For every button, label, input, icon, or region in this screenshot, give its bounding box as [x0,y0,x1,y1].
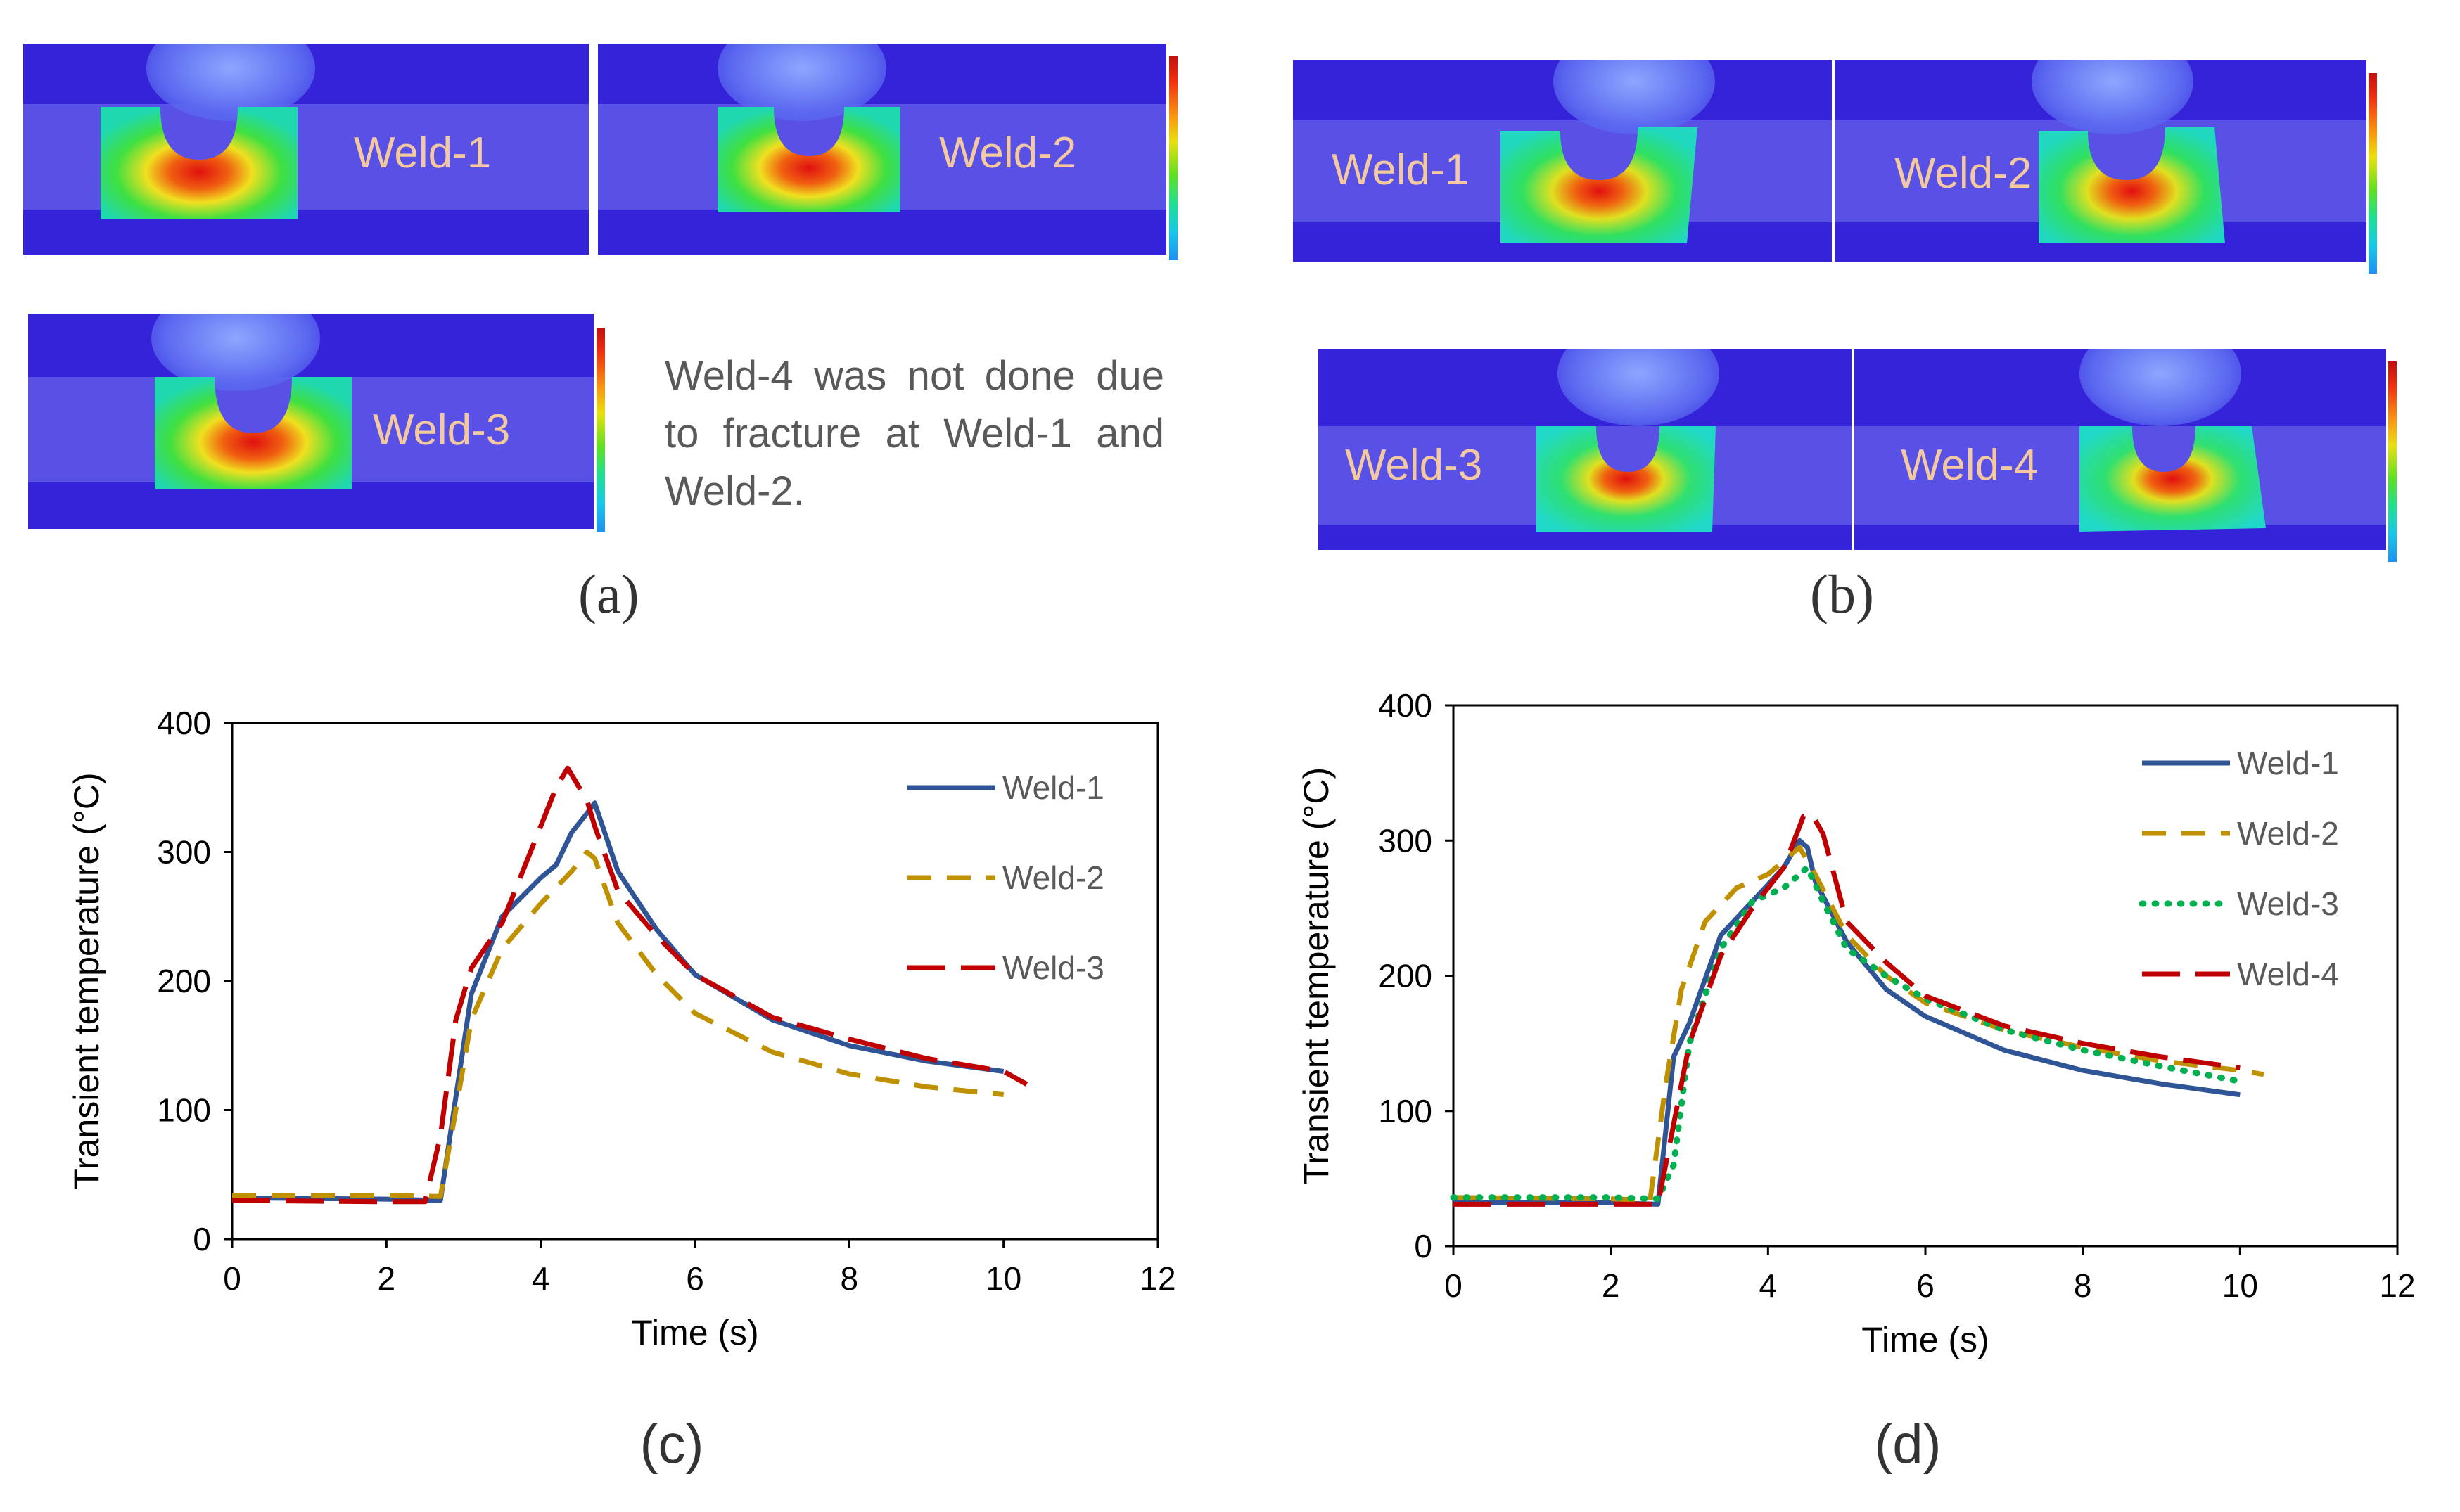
b-weld1-hot-zone [1500,127,1697,243]
x-tick-label: 10 [986,1260,1021,1297]
x-axis-label: Time (s) [1861,1320,1989,1359]
weld-label: Weld-1 [354,129,492,177]
x-tick-label: 10 [2222,1267,2258,1304]
y-tick-label: 100 [1378,1093,1432,1129]
temperature-scale-ticks [1180,55,1202,266]
x-tick-label: 2 [1602,1267,1620,1304]
x-tick-label: 4 [1759,1267,1778,1304]
thermal-image-b-weld2: Weld-2 [1835,60,2366,262]
b-weld4-hot-zone [2079,426,2266,532]
thermal-image-a-weld1: Weld-1 [23,44,589,255]
temperature-scale-bar [2388,361,2397,562]
panel-letter-a: (a) [578,563,639,624]
temperature-scale-bar [2369,73,2377,274]
panel-letter-c: (c) [640,1413,704,1475]
legend-label: Weld-3 [1002,949,1104,986]
y-axis-label: Transient temperature (°C) [1296,767,1336,1184]
series-line-weld-1 [231,800,1005,1203]
y-tick-label: 0 [193,1221,211,1257]
legend-label: Weld-1 [2237,745,2339,781]
series-line-weld-1 [1453,838,2241,1207]
weld1-hot-zone [101,107,298,219]
y-tick-label: 200 [157,963,211,999]
series-line-weld-3 [1450,864,2243,1203]
y-tick-label: 300 [1378,822,1432,859]
x-tick-label: 12 [1140,1260,1175,1297]
x-tick-label: 6 [686,1260,704,1297]
x-tick-label: 6 [1916,1267,1935,1304]
x-tick-label: 0 [223,1260,241,1297]
weld2-hot-zone [718,107,900,212]
y-tick-label: 300 [157,834,211,871]
weld-label: Weld-1 [1332,146,1470,194]
series-line-weld-4 [1453,811,2241,1207]
x-tick-label: 0 [1444,1267,1462,1304]
weld-label: Weld-4 [1901,441,2039,489]
legend-label: Weld-4 [2237,956,2339,992]
weld-label: Weld-2 [1894,149,2032,198]
y-tick-label: 400 [1378,687,1432,724]
series-line-weld-2 [1453,845,2264,1203]
weld3-hot-zone [155,377,352,489]
series-line-weld-2 [232,850,1005,1199]
panel-letter-b: (b) [1810,563,1874,624]
legend-label: Weld-1 [1002,769,1104,806]
x-tick-label: 8 [841,1260,859,1297]
temperature-scale-bar [1169,56,1178,260]
x-axis-label: Time (s) [631,1313,758,1352]
x-tick-label: 2 [378,1260,396,1297]
b-weld2-hot-zone [2039,127,2225,243]
legend-label: Weld-3 [2237,885,2339,922]
weld-label: Weld-3 [1345,441,1483,489]
thermal-image-b-weld3: Weld-3 [1318,349,1852,550]
y-axis-label: Transient temperature (°C) [67,772,106,1189]
weld4-note: Weld-4 was not done due to fracture at W… [665,353,1164,514]
weld-label: Weld-2 [939,129,1077,177]
x-tick-label: 12 [2379,1267,2415,1304]
legend-label: Weld-2 [1002,859,1104,896]
temperature-scale-bar [597,328,605,532]
legend-label: Weld-2 [2237,815,2339,852]
weld-label: Weld-3 [373,406,511,454]
x-tick-label: 8 [2074,1267,2092,1304]
b-weld3-hot-zone [1536,426,1716,532]
chart-d: 0 2 4 6 8 10 12 0 100 200 300 400 Time (s) Transient … [1296,687,2416,1475]
thermal-image-b-weld4: Weld-4 [1854,349,2386,550]
y-tick-label: 200 [1378,958,1432,994]
x-tick-label: 4 [532,1260,550,1297]
y-tick-label: 0 [1414,1228,1432,1264]
thermal-image-a-weld3: Weld-3 [28,314,594,529]
thermal-image-a-weld2: Weld-2 [598,44,1166,255]
chart-c: 0 2 4 6 8 10 12 0 100 200 300 400 Time (s) Transient … [67,705,1176,1475]
series-line-weld-3 [231,765,1028,1205]
y-tick-label: 100 [157,1092,211,1129]
thermal-image-b-weld1: Weld-1 [1293,60,1832,262]
y-tick-label: 400 [157,705,211,741]
panel-letter-d: (d) [1874,1413,1941,1475]
